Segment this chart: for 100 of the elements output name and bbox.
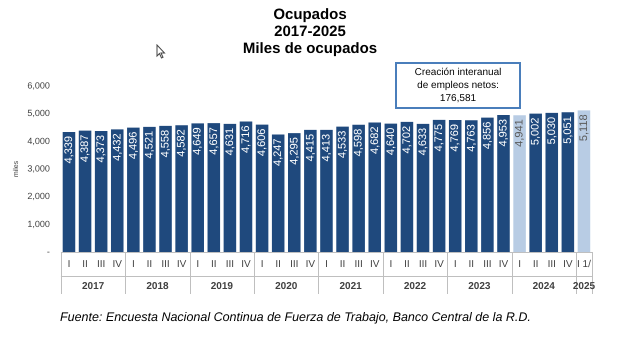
bar <box>224 124 236 252</box>
data-label: 4,598 <box>352 128 365 156</box>
x-tick-label: I <box>132 258 135 270</box>
text: 2017 <box>82 280 105 292</box>
chart-subtitle: 2017-2025 Miles de ocupados <box>242 23 378 57</box>
bar <box>240 122 252 252</box>
data-label: 4,413 <box>320 134 332 162</box>
y-tick-label: - <box>46 246 50 256</box>
x-tick-label: IV <box>434 258 444 270</box>
x-tick-label: I <box>260 258 264 270</box>
bar <box>288 133 301 252</box>
x-tick-label: I <box>68 258 70 270</box>
bar <box>448 120 462 252</box>
x-tick-label: II <box>340 258 346 270</box>
data-label: 4,716 <box>240 126 252 154</box>
data-label: 4,682 <box>368 126 381 154</box>
data-label: 4,582 <box>176 129 188 157</box>
x-tick-label: II <box>211 258 217 270</box>
data-label: 4,953 <box>498 118 510 146</box>
bar <box>143 126 156 252</box>
x-tick-label: IV <box>370 258 380 270</box>
x-tick-label: III <box>354 258 363 270</box>
data-label: 4,606 <box>256 128 268 156</box>
source-note: Fuente: Encuesta Nacional Continua de Fuerza de Trabajo, Banco Central de la R.D. <box>60 310 531 324</box>
data-label: 4,769 <box>449 124 462 152</box>
data-label: 4,521 <box>143 130 156 158</box>
y-tick-label: 4,000 <box>27 136 50 146</box>
bar <box>368 122 382 252</box>
data-label: 4,432 <box>111 133 124 161</box>
bar <box>208 123 220 252</box>
text: 2025 <box>572 280 596 292</box>
data-label: 4,533 <box>336 130 349 158</box>
x-tick-label: II <box>146 258 152 270</box>
data-label: 5,002 <box>530 118 542 146</box>
x-tick-label: I <box>389 258 392 270</box>
text: 2018 <box>146 280 170 292</box>
x-tick-label: III <box>96 258 106 270</box>
bar <box>94 131 108 252</box>
x-tick-label: III <box>418 258 428 270</box>
annotation: Creación interanual de empleos netos: 176,581 <box>395 62 521 109</box>
x-tick-label: III <box>483 258 492 270</box>
bar <box>191 123 204 252</box>
text: 2021 <box>339 280 362 292</box>
data-label: 4,496 <box>127 132 140 160</box>
text: 2024 <box>532 280 556 292</box>
y-tick-label: 3,000 <box>27 163 50 174</box>
bar <box>110 129 124 252</box>
bar <box>175 125 188 252</box>
bar <box>62 132 76 252</box>
x-tick-label: I 1/ <box>577 258 592 270</box>
bar <box>497 114 510 252</box>
x-tick-label: II <box>82 258 88 270</box>
x-tick-label: I <box>325 258 328 270</box>
bar <box>78 130 92 252</box>
x-tick-label: I <box>196 258 200 270</box>
x-tick-label: III <box>226 258 234 270</box>
x-tick-label: III <box>290 258 298 270</box>
x-tick-label: IV <box>498 258 509 270</box>
data-label: 4,339 <box>63 136 75 164</box>
data-label: 4,640 <box>384 128 397 156</box>
text: 2019 <box>210 280 234 292</box>
x-tick-label: II <box>404 258 410 270</box>
bar <box>159 126 172 252</box>
y-tick-label: 6,000 <box>27 80 50 90</box>
data-label: 4,763 <box>465 124 478 152</box>
data-label: 4,295 <box>288 137 300 165</box>
x-tick-label: II <box>468 258 474 270</box>
text: 2023 <box>468 280 491 292</box>
bar <box>320 130 333 252</box>
bar <box>127 128 140 252</box>
x-tick-label: IV <box>176 258 187 270</box>
x-tick-label: III <box>161 258 170 270</box>
bar <box>529 114 542 252</box>
x-tick-label: II <box>275 258 281 270</box>
text: 2020 <box>275 280 298 292</box>
data-label: 4,633 <box>417 128 430 156</box>
bar <box>352 124 365 252</box>
bar <box>384 124 398 252</box>
data-label: 4,941 <box>514 119 526 147</box>
y-tick-label: 1,000 <box>27 218 50 229</box>
data-label: 5,051 <box>562 116 574 144</box>
bar <box>465 120 478 252</box>
data-label: 4,775 <box>433 124 446 152</box>
data-label: 4,702 <box>400 126 413 154</box>
text: 2022 <box>404 280 427 292</box>
data-label: 4,649 <box>192 127 204 155</box>
data-label: 4,373 <box>95 135 108 163</box>
y-tick-label: 2,000 <box>27 191 50 202</box>
data-label: 5,118 <box>578 114 590 142</box>
bar <box>256 124 268 252</box>
data-label: 5,030 <box>546 116 558 144</box>
x-tick-label: II <box>532 258 538 270</box>
x-tick-label: III <box>548 258 556 270</box>
data-label: 4,387 <box>79 134 92 162</box>
data-label: 4,657 <box>208 127 220 155</box>
bar <box>545 112 558 252</box>
x-tick-label: IV <box>306 258 316 270</box>
bar <box>562 112 574 252</box>
x-tick-label: IV <box>563 258 573 270</box>
x-tick-label: I <box>454 258 457 270</box>
